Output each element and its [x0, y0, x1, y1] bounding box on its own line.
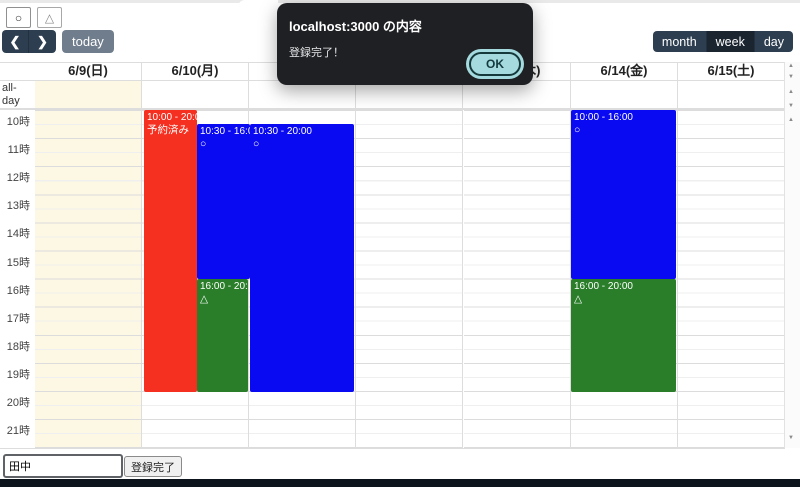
circle-marker-button[interactable]: ○	[6, 7, 31, 28]
event-title: ○	[253, 138, 260, 150]
alert-ok-button[interactable]: OK	[469, 52, 521, 76]
time-label: 19時	[6, 369, 30, 381]
day-column-wed[interactable]	[356, 110, 463, 448]
event-title: ○	[574, 124, 581, 136]
allday-cell[interactable]	[35, 81, 142, 108]
time-grid: 10時 11時 12時 13時 14時 15時 16時 17時 18時 19時 …	[0, 110, 785, 449]
calendar-event[interactable]: 10:00 - 20:00 予約済み	[144, 110, 197, 392]
view-month-button[interactable]: month	[652, 31, 706, 52]
scroll-down-arrow-icon[interactable]: ▼	[788, 435, 794, 441]
calendar-event[interactable]: 16:00 - 20:00 △	[197, 279, 248, 392]
day-header-mon: 6/10(月)	[142, 62, 249, 80]
calendar-event[interactable]: 10:00 - 16:00 ○	[571, 110, 676, 279]
event-time: 16:00 - 20:00	[200, 281, 248, 292]
allday-cell[interactable]	[249, 81, 356, 108]
all-day-label: all-day	[2, 82, 20, 107]
event-time: 16:00 - 20:00	[574, 281, 633, 292]
calendar-event[interactable]: 10:30 - 20:00 ○	[250, 124, 354, 392]
alert-message: 登録完了！	[289, 47, 344, 59]
time-label: 12時	[6, 172, 30, 184]
scroll-down-arrow-icon[interactable]: ▼	[788, 103, 794, 109]
triangle-marker-button[interactable]: △	[37, 7, 62, 28]
time-label: 18時	[6, 341, 30, 353]
time-label: 13時	[6, 200, 30, 212]
view-switcher-group: month week day	[652, 31, 793, 52]
js-alert-dialog: localhost:3000 の内容 登録完了！ OK	[277, 3, 533, 85]
event-title: △	[200, 293, 209, 305]
scroll-down-arrow-icon[interactable]: ▼	[788, 74, 794, 80]
allday-cell[interactable]	[142, 81, 249, 108]
time-label: 14時	[6, 228, 30, 240]
day-header-sat: 6/15(土)	[678, 62, 785, 80]
time-label: 10時	[6, 116, 30, 128]
day-header-fri: 6/14(金)	[571, 62, 678, 80]
time-label: 21時	[6, 425, 30, 437]
time-label: 16時	[6, 285, 30, 297]
allday-cell[interactable]	[571, 81, 678, 108]
next-button[interactable]: ❯	[29, 30, 56, 53]
register-complete-button[interactable]: 登録完了	[124, 456, 182, 477]
calendar-event[interactable]: 10:30 - 16:00 ○	[197, 124, 250, 279]
axis-header-cell	[0, 62, 36, 80]
time-label: 20時	[6, 397, 30, 409]
browser-tab-curve	[238, 0, 278, 7]
allday-divider	[0, 108, 785, 110]
view-day-button[interactable]: day	[753, 31, 793, 52]
time-label: 15時	[6, 257, 30, 269]
day-header-sun: 6/9(日)	[35, 62, 142, 80]
day-column-thu[interactable]	[464, 110, 571, 448]
scroll-up-arrow-icon[interactable]: ▲	[788, 63, 794, 69]
prev-button[interactable]: ❮	[2, 30, 29, 53]
day-column-sun[interactable]	[35, 110, 142, 448]
time-label: 17時	[6, 313, 30, 325]
alert-source-label: localhost:3000 の内容	[289, 19, 422, 34]
browser-top-edge	[0, 0, 800, 3]
scrollbar-gutter[interactable]: ▲ ▼ ▲ ▼ ▲ ▼	[784, 62, 800, 448]
calendar-event[interactable]: 16:00 - 20:00 △	[571, 279, 676, 392]
allday-cell[interactable]	[356, 81, 463, 108]
day-column-sat[interactable]	[678, 110, 785, 448]
chevron-left-icon: ❮	[9, 33, 21, 49]
browser-bottom-edge	[0, 479, 800, 487]
scroll-up-arrow-icon[interactable]: ▲	[788, 89, 794, 95]
event-time: 10:00 - 20:00	[147, 112, 197, 123]
time-axis-column	[0, 110, 36, 448]
event-title: 予約済み	[147, 124, 189, 136]
prev-next-button-group: ❮ ❯	[2, 30, 56, 53]
event-time: 10:30 - 20:00	[253, 126, 312, 137]
scroll-up-arrow-icon[interactable]: ▲	[788, 117, 794, 123]
today-button[interactable]: today	[62, 30, 114, 53]
event-time: 10:00 - 16:00	[574, 112, 633, 123]
name-input[interactable]	[3, 454, 123, 478]
allday-cell[interactable]	[464, 81, 571, 108]
allday-cell[interactable]	[678, 81, 785, 108]
chevron-right-icon: ❯	[37, 33, 48, 49]
event-time: 10:30 - 16:00	[200, 126, 250, 137]
event-title: ○	[200, 138, 207, 150]
event-title: △	[574, 293, 583, 305]
time-label: 11時	[7, 144, 30, 156]
view-week-button[interactable]: week	[705, 31, 754, 52]
